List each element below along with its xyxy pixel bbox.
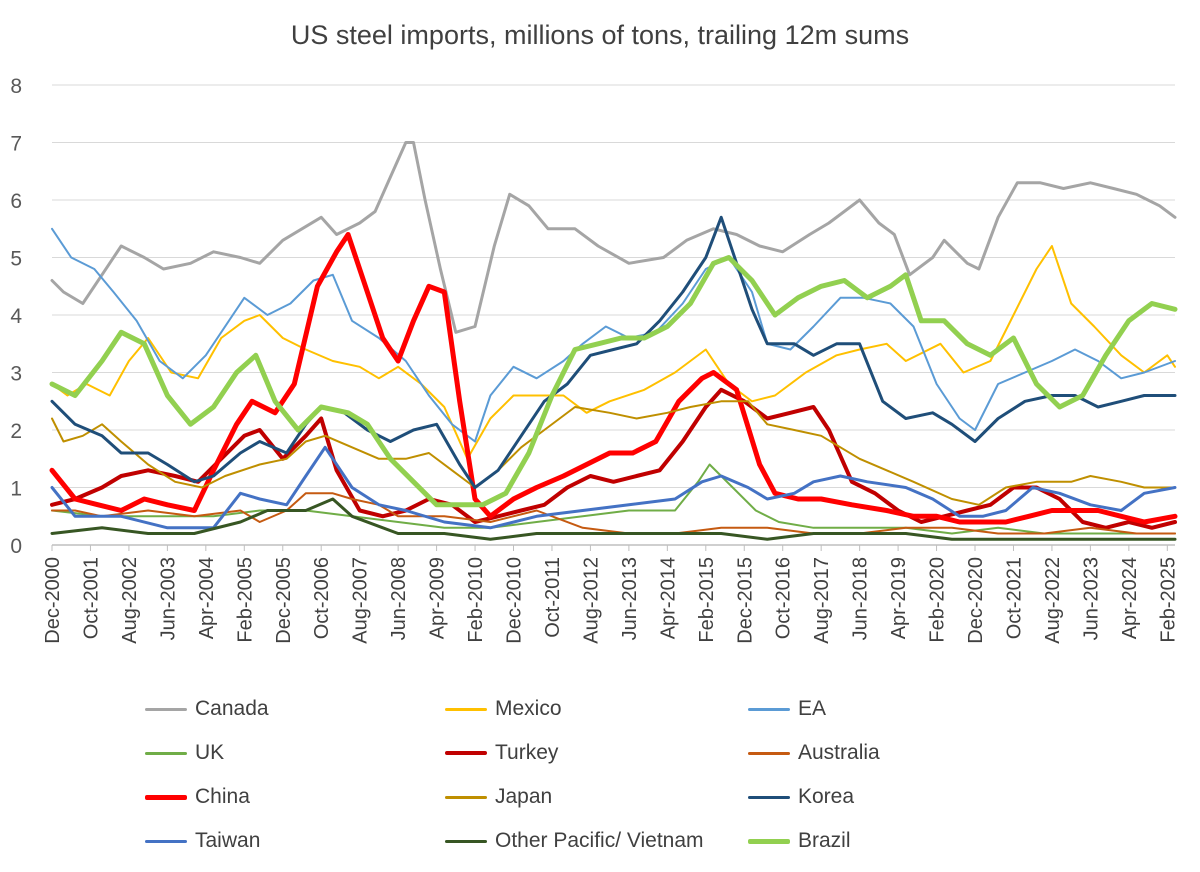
series-line-taiwan <box>50 445 1177 530</box>
gridlines <box>52 84 1175 488</box>
x-tick-label: Jun-2003 <box>157 557 179 640</box>
legend-swatch <box>445 707 487 711</box>
series-line-japan <box>51 400 1176 506</box>
legend-label: Korea <box>798 785 855 808</box>
x-tick-label: Jun-2018 <box>850 557 872 640</box>
legend-item: Taiwan <box>145 826 260 856</box>
legend-item: Mexico <box>445 694 562 724</box>
legend-swatch <box>748 707 790 711</box>
legend-item: Other Pacific/ Vietnam <box>445 826 704 856</box>
legend-swatch <box>145 839 187 843</box>
series-line-ea <box>51 227 1176 443</box>
x-tick-label: Apr-2014 <box>657 557 679 639</box>
x-tick-label: Jun-2013 <box>619 557 641 640</box>
x-tick-label: Oct-2006 <box>311 557 333 639</box>
x-tick-label: Dec-2015 <box>734 557 756 644</box>
legend-item: Korea <box>748 782 854 812</box>
x-tick-label: Jun-2008 <box>388 557 410 640</box>
legend-item: Brazil <box>748 826 851 856</box>
series-line-korea <box>50 215 1177 489</box>
series-line-canada <box>50 141 1177 334</box>
x-tick-label: Dec-2010 <box>504 557 526 644</box>
series-line-china <box>49 232 1178 525</box>
x-tick-label: Apr-2024 <box>1119 557 1141 639</box>
y-tick-label: 3 <box>10 363 22 386</box>
legend-swatch <box>748 838 790 844</box>
x-axis-ticks: Dec-2000 Oct-2001 Aug-2002 Jun-2003 Apr-2004… <box>42 545 1179 644</box>
y-tick-label: 4 <box>10 305 22 328</box>
legend-label: Taiwan <box>195 829 261 852</box>
x-tick-label: Feb-2005 <box>234 557 256 643</box>
x-tick-label: Feb-2010 <box>465 557 487 643</box>
legend-swatch <box>145 707 187 711</box>
x-tick-label: Aug-2007 <box>350 557 372 644</box>
legend-label: China <box>195 785 250 808</box>
y-tick-label: 6 <box>10 190 22 213</box>
series-line-mexico <box>51 245 1176 460</box>
x-tick-label: Oct-2016 <box>773 557 795 639</box>
x-tick-label: Feb-2025 <box>1157 557 1179 643</box>
x-tick-label: Aug-2002 <box>119 557 141 644</box>
legend-swatch <box>145 751 187 755</box>
x-tick-label: Dec-2000 <box>42 557 64 644</box>
x-tick-label: Aug-2022 <box>1042 557 1064 644</box>
x-tick-label: Oct-2011 <box>542 557 564 638</box>
x-tick-label: Apr-2019 <box>888 557 910 639</box>
legend-swatch <box>445 751 487 755</box>
x-tick-label: Feb-2015 <box>696 557 718 643</box>
legend-item: China <box>145 782 250 812</box>
x-tick-label: Aug-2012 <box>580 557 602 644</box>
y-axis-ticks: 0 1 2 3 4 5 6 7 8 <box>10 75 22 558</box>
x-tick-label: Jun-2023 <box>1080 557 1102 640</box>
legend-item: Canada <box>145 694 269 724</box>
series-line-turkey <box>50 387 1177 530</box>
series-line-brazil <box>49 255 1178 508</box>
legend-swatch <box>748 795 790 799</box>
legend-item: EA <box>748 694 826 724</box>
legend-label: Other Pacific/ Vietnam <box>495 829 704 852</box>
legend-label: Turkey <box>495 741 559 764</box>
y-tick-label: 5 <box>10 248 22 271</box>
x-tick-label: Feb-2020 <box>927 557 949 643</box>
x-tick-label: Dec-2005 <box>273 557 295 644</box>
legend-label: UK <box>195 741 225 764</box>
series-lines <box>49 141 1178 541</box>
legend-label: Canada <box>195 697 269 720</box>
x-tick-label: Apr-2009 <box>427 557 449 639</box>
legend-item: Australia <box>748 738 880 768</box>
legend-item: Japan <box>445 782 552 812</box>
legend-swatch <box>145 794 187 800</box>
legend-label: Mexico <box>495 697 562 720</box>
legend-label: Australia <box>798 741 880 764</box>
x-tick-label: Apr-2004 <box>196 557 218 639</box>
y-tick-label: 2 <box>10 420 22 443</box>
chart-title: US steel imports, millions of tons, trai… <box>290 20 910 50</box>
legend-item: UK <box>145 738 224 768</box>
legend-label: Japan <box>495 785 553 808</box>
legend-swatch <box>748 751 790 755</box>
y-tick-label: 8 <box>10 75 22 98</box>
x-tick-label: Aug-2017 <box>811 557 833 644</box>
legend-swatch <box>445 839 487 843</box>
y-tick-label: 1 <box>10 478 22 501</box>
legend-label: Brazil <box>798 829 851 852</box>
x-tick-label: Oct-2021 <box>1003 557 1025 639</box>
y-tick-label: 0 <box>10 535 22 558</box>
legend-swatch <box>445 795 487 799</box>
series-line-australia <box>51 492 1176 535</box>
x-tick-label: Dec-2020 <box>965 557 987 644</box>
x-tick-label: Oct-2001 <box>80 557 102 639</box>
legend-label: EA <box>798 697 827 720</box>
series-line-other-pacific-vietnam <box>50 497 1177 541</box>
y-tick-label: 7 <box>10 133 22 156</box>
legend-item: Turkey <box>445 738 558 768</box>
